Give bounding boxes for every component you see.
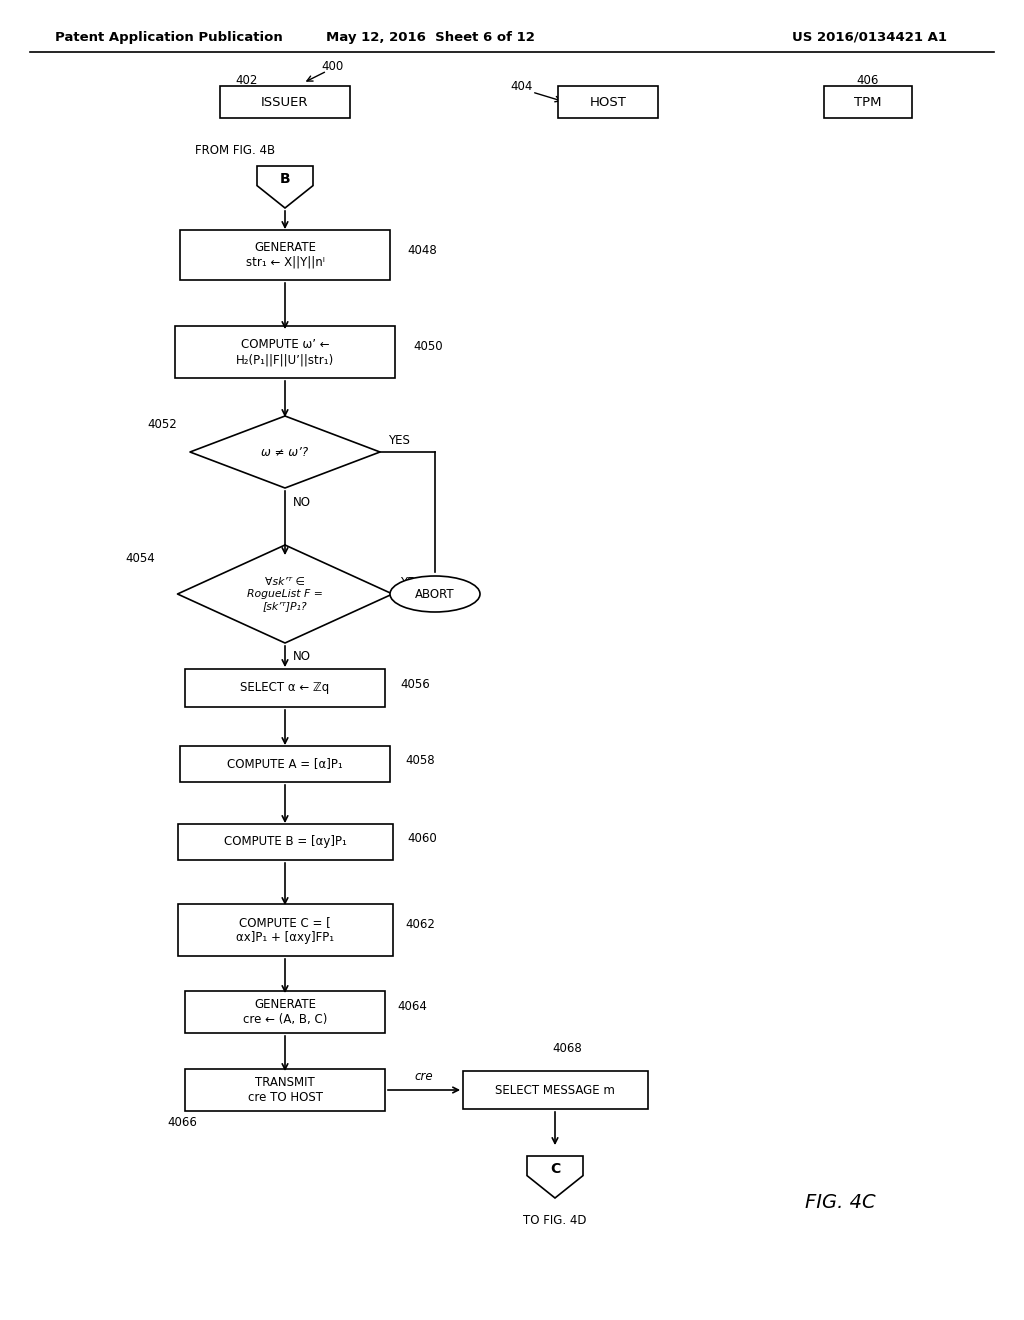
Text: 4050: 4050 <box>413 341 442 354</box>
Text: COMPUTE ω’ ←
H₂(P₁||F||U’||str₁): COMPUTE ω’ ← H₂(P₁||F||U’||str₁) <box>236 338 334 366</box>
Text: COMPUTE B = [αy]P₁: COMPUTE B = [αy]P₁ <box>223 836 346 849</box>
Text: 406: 406 <box>857 74 880 87</box>
Text: ABORT: ABORT <box>415 587 455 601</box>
Text: SELECT α ← ℤq: SELECT α ← ℤq <box>241 681 330 694</box>
Text: 4056: 4056 <box>400 677 430 690</box>
Text: NO: NO <box>293 651 311 664</box>
Text: US 2016/0134421 A1: US 2016/0134421 A1 <box>793 30 947 44</box>
Text: SELECT MESSAGE m: SELECT MESSAGE m <box>495 1084 615 1097</box>
Text: NO: NO <box>293 495 311 508</box>
FancyBboxPatch shape <box>185 1069 385 1111</box>
Text: 402: 402 <box>236 74 258 87</box>
Text: 4062: 4062 <box>406 917 435 931</box>
Text: YES: YES <box>388 433 410 446</box>
Text: ω ≠ ω’?: ω ≠ ω’? <box>261 446 308 458</box>
Text: TRANSMIT
cre TO HOST: TRANSMIT cre TO HOST <box>248 1076 323 1104</box>
Text: 4068: 4068 <box>552 1041 582 1055</box>
Text: GENERATE
cre ← (A, B, C): GENERATE cre ← (A, B, C) <box>243 998 328 1026</box>
Text: 4066: 4066 <box>167 1115 197 1129</box>
FancyBboxPatch shape <box>558 86 658 117</box>
Text: ISSUER: ISSUER <box>261 95 309 108</box>
FancyBboxPatch shape <box>463 1071 647 1109</box>
Ellipse shape <box>390 576 480 612</box>
Text: HOST: HOST <box>590 95 627 108</box>
Text: Patent Application Publication: Patent Application Publication <box>55 30 283 44</box>
Polygon shape <box>527 1156 583 1199</box>
Text: 4058: 4058 <box>406 754 434 767</box>
Text: COMPUTE C = [
αx]P₁ + [αxy]FP₁: COMPUTE C = [ αx]P₁ + [αxy]FP₁ <box>236 916 334 944</box>
Text: 4048: 4048 <box>407 243 437 256</box>
FancyBboxPatch shape <box>175 326 395 378</box>
Text: B: B <box>280 172 291 186</box>
Polygon shape <box>257 166 313 209</box>
FancyBboxPatch shape <box>180 746 390 781</box>
FancyBboxPatch shape <box>220 86 350 117</box>
Text: cre: cre <box>415 1069 433 1082</box>
Text: TO FIG. 4D: TO FIG. 4D <box>523 1213 587 1226</box>
Text: TPM: TPM <box>854 95 882 108</box>
FancyBboxPatch shape <box>185 669 385 708</box>
Text: FROM FIG. 4B: FROM FIG. 4B <box>195 144 275 157</box>
Text: 404: 404 <box>511 81 534 94</box>
Text: 4052: 4052 <box>147 417 177 430</box>
Text: COMPUTE A = [α]P₁: COMPUTE A = [α]P₁ <box>227 758 343 771</box>
FancyBboxPatch shape <box>185 991 385 1034</box>
Text: 4054: 4054 <box>125 552 155 565</box>
Text: YES: YES <box>400 576 422 589</box>
Text: 4060: 4060 <box>407 832 437 845</box>
Text: GENERATE
str₁ ← X||Y||nᴵ: GENERATE str₁ ← X||Y||nᴵ <box>246 242 325 269</box>
FancyBboxPatch shape <box>177 824 392 861</box>
Text: 400: 400 <box>322 61 344 74</box>
FancyBboxPatch shape <box>177 904 392 956</box>
Text: ∀sk’ᵀ ∈
RogueList F =
[sk’ᵀ]P₁?: ∀sk’ᵀ ∈ RogueList F = [sk’ᵀ]P₁? <box>247 577 323 611</box>
Text: C: C <box>550 1162 560 1176</box>
FancyBboxPatch shape <box>180 230 390 280</box>
Text: FIG. 4C: FIG. 4C <box>805 1192 876 1212</box>
FancyBboxPatch shape <box>824 86 912 117</box>
Text: 4064: 4064 <box>397 1001 427 1014</box>
Text: May 12, 2016  Sheet 6 of 12: May 12, 2016 Sheet 6 of 12 <box>326 30 535 44</box>
